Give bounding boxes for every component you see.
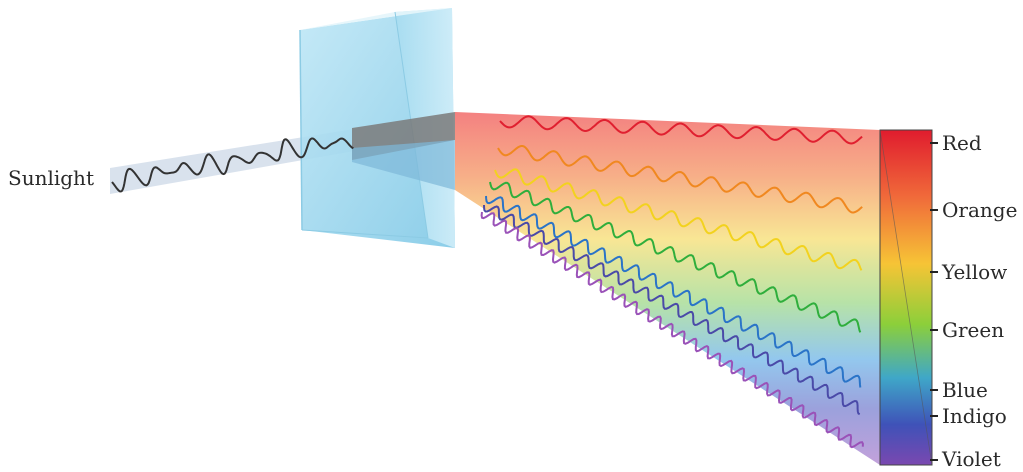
wave-red — [499, 115, 863, 145]
sunlight-label: Sunlight — [8, 166, 94, 190]
label-blue: Blue — [942, 378, 988, 402]
label-violet: Violet — [942, 447, 1001, 471]
label-red: Red — [942, 131, 982, 155]
label-orange: Orange — [942, 198, 1018, 222]
wave-violet — [480, 211, 864, 449]
dispersed-spectrum-fan — [455, 112, 880, 465]
incoming-beam-band — [110, 128, 360, 194]
prism-top-face — [300, 8, 452, 30]
spectral-waves — [480, 115, 864, 449]
wave-blue — [485, 195, 862, 388]
label-indigo: Indigo — [942, 404, 1007, 428]
wave-yellow — [494, 168, 863, 271]
wave-green — [489, 181, 862, 333]
wave-orange — [497, 145, 863, 214]
incoming-light-wave — [111, 137, 354, 193]
label-yellow: Yellow — [942, 260, 1008, 284]
internal-spectrum — [352, 140, 455, 190]
wave-indigo — [483, 204, 861, 416]
label-green: Green — [942, 318, 1005, 342]
